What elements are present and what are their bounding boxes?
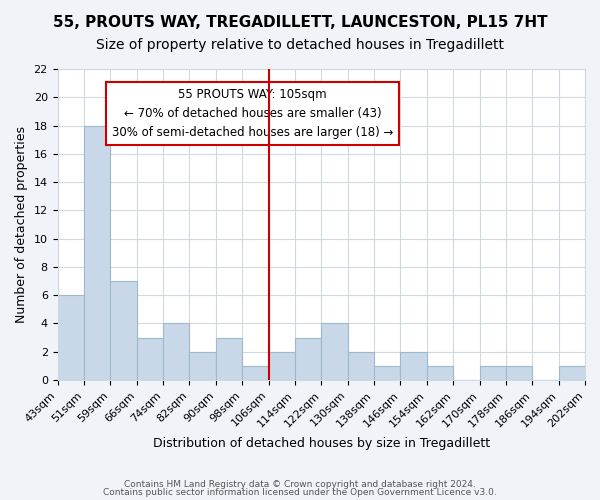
Text: Size of property relative to detached houses in Tregadillett: Size of property relative to detached ho… bbox=[96, 38, 504, 52]
Y-axis label: Number of detached properties: Number of detached properties bbox=[15, 126, 28, 323]
Bar bbox=[242, 366, 269, 380]
Text: 55, PROUTS WAY, TREGADILLETT, LAUNCESTON, PL15 7HT: 55, PROUTS WAY, TREGADILLETT, LAUNCESTON… bbox=[53, 15, 547, 30]
Bar bbox=[163, 324, 190, 380]
Bar bbox=[427, 366, 453, 380]
Bar bbox=[190, 352, 216, 380]
Bar bbox=[374, 366, 400, 380]
Bar bbox=[137, 338, 163, 380]
Bar bbox=[295, 338, 321, 380]
Bar bbox=[58, 295, 84, 380]
Bar bbox=[506, 366, 532, 380]
Bar bbox=[216, 338, 242, 380]
Bar bbox=[347, 352, 374, 380]
Bar bbox=[479, 366, 506, 380]
Text: Contains public sector information licensed under the Open Government Licence v3: Contains public sector information licen… bbox=[103, 488, 497, 497]
X-axis label: Distribution of detached houses by size in Tregadillett: Distribution of detached houses by size … bbox=[153, 437, 490, 450]
Bar bbox=[559, 366, 585, 380]
Bar bbox=[110, 281, 137, 380]
Bar bbox=[84, 126, 110, 380]
Bar bbox=[321, 324, 347, 380]
Bar bbox=[400, 352, 427, 380]
Text: Contains HM Land Registry data © Crown copyright and database right 2024.: Contains HM Land Registry data © Crown c… bbox=[124, 480, 476, 489]
Text: 55 PROUTS WAY: 105sqm
← 70% of detached houses are smaller (43)
30% of semi-deta: 55 PROUTS WAY: 105sqm ← 70% of detached … bbox=[112, 88, 394, 138]
Bar bbox=[269, 352, 295, 380]
